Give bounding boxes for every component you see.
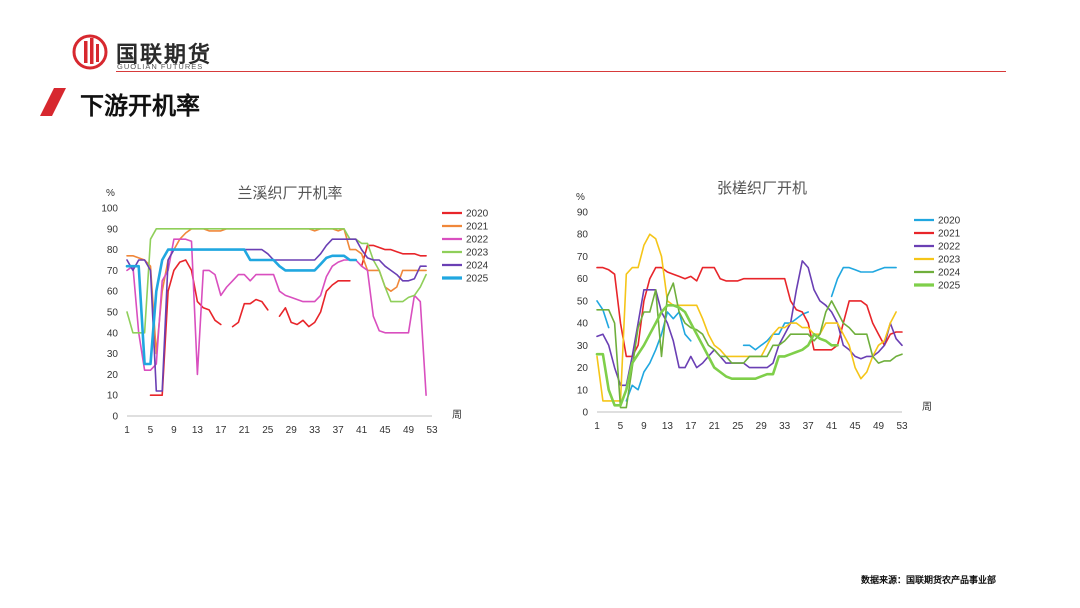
y-tick-label: 10 bbox=[577, 385, 589, 396]
x-tick-label: 17 bbox=[215, 425, 227, 436]
title-accent-mark bbox=[40, 88, 66, 116]
y-tick-label: 90 bbox=[107, 224, 119, 235]
y-tick-label: 90 bbox=[577, 208, 589, 219]
series-line-2023 bbox=[596, 233, 897, 402]
x-tick-label: 21 bbox=[709, 421, 721, 432]
y-tick-label: 50 bbox=[577, 296, 589, 307]
x-axis-label: 周 bbox=[452, 409, 462, 421]
y-tick-label: 60 bbox=[107, 287, 119, 298]
x-tick-label: 29 bbox=[286, 425, 298, 436]
x-tick-label: 37 bbox=[333, 425, 345, 436]
series-line-2022 bbox=[596, 260, 903, 387]
brand-name-en: GUOLIAN FUTURES bbox=[117, 62, 204, 71]
x-tick-label: 45 bbox=[380, 425, 392, 436]
header-divider bbox=[116, 71, 1006, 72]
legend-label-2023: 2023 bbox=[466, 248, 489, 259]
data-source-note: 数据来源：国联期货农产品事业部 bbox=[860, 576, 996, 586]
x-tick-label: 9 bbox=[641, 421, 647, 432]
header: 国联期货 GUOLIAN FUTURES 下游开机率 bbox=[0, 0, 1080, 120]
legend-label-2023: 2023 bbox=[938, 255, 961, 266]
series-line-2022 bbox=[126, 238, 427, 396]
x-tick-label: 25 bbox=[262, 425, 274, 436]
series-line-2025 bbox=[125, 248, 358, 366]
x-tick-label: 41 bbox=[826, 421, 838, 432]
legend-label-2020: 2020 bbox=[938, 216, 961, 227]
guolian-logo bbox=[72, 34, 108, 70]
chart-title: 兰溪织厂开机率 bbox=[237, 184, 342, 202]
x-tick-label: 37 bbox=[803, 421, 815, 432]
series-line-2021 bbox=[596, 266, 903, 358]
y-tick-label: 30 bbox=[577, 341, 589, 352]
y-axis-unit-label: % bbox=[106, 188, 115, 199]
x-tick-label: 45 bbox=[850, 421, 862, 432]
x-tick-label: 1 bbox=[124, 425, 130, 436]
x-tick-label: 41 bbox=[356, 425, 368, 436]
legend-label-2020: 2020 bbox=[466, 209, 489, 220]
y-tick-label: 70 bbox=[107, 266, 119, 277]
x-tick-label: 21 bbox=[239, 425, 251, 436]
legend-label-2022: 2022 bbox=[466, 235, 489, 246]
chart-title: 张槎织厂开机 bbox=[717, 179, 807, 197]
y-tick-label: 20 bbox=[577, 363, 589, 374]
y-tick-label: 40 bbox=[107, 328, 119, 339]
legend-label-2022: 2022 bbox=[938, 242, 961, 253]
x-tick-label: 33 bbox=[779, 421, 791, 432]
legend-label-2021: 2021 bbox=[938, 229, 961, 240]
series-line-2020 bbox=[149, 244, 427, 396]
zhangcha-chart: 张槎织厂开机% 0 10 20 30 40 50 60 70 80 90 1 5 9 13 17 21 25 29 3… bbox=[576, 179, 961, 432]
x-tick-label: 49 bbox=[403, 425, 415, 436]
y-tick-label: 0 bbox=[112, 412, 118, 423]
x-tick-label: 13 bbox=[192, 425, 204, 436]
x-tick-label: 29 bbox=[756, 421, 768, 432]
x-tick-label: 5 bbox=[148, 425, 154, 436]
x-tick-label: 1 bbox=[594, 421, 600, 432]
y-tick-label: 0 bbox=[582, 408, 588, 419]
x-tick-label: 5 bbox=[618, 421, 624, 432]
y-tick-label: 70 bbox=[577, 252, 589, 263]
y-tick-label: 80 bbox=[107, 245, 119, 256]
x-tick-label: 49 bbox=[873, 421, 885, 432]
y-tick-label: 10 bbox=[107, 391, 119, 402]
y-tick-label: 30 bbox=[107, 349, 119, 360]
page-title: 下游开机率 bbox=[80, 92, 200, 120]
y-tick-label: 20 bbox=[107, 370, 119, 381]
y-tick-label: 80 bbox=[577, 230, 589, 241]
y-tick-label: 50 bbox=[107, 308, 119, 319]
legend-label-2025: 2025 bbox=[466, 274, 489, 285]
series-line-2020 bbox=[596, 266, 897, 402]
series-line-2024 bbox=[596, 282, 903, 409]
brand-name-cn: 国联期货 bbox=[116, 43, 213, 68]
legend-label-2024: 2024 bbox=[466, 261, 489, 272]
x-axis-label: 周 bbox=[922, 401, 932, 413]
series-line-2023 bbox=[126, 228, 427, 334]
x-tick-label: 53 bbox=[896, 421, 908, 432]
x-tick-label: 25 bbox=[732, 421, 744, 432]
legend-label-2025: 2025 bbox=[938, 281, 961, 292]
y-tick-label: 100 bbox=[101, 204, 118, 215]
x-tick-label: 53 bbox=[426, 425, 438, 436]
legend-label-2021: 2021 bbox=[466, 222, 489, 233]
series-line-2025 bbox=[595, 304, 839, 407]
x-tick-label: 17 bbox=[685, 421, 697, 432]
legend-label-2024: 2024 bbox=[938, 268, 961, 279]
y-tick-label: 60 bbox=[577, 274, 589, 285]
x-tick-label: 13 bbox=[662, 421, 674, 432]
y-axis-unit-label: % bbox=[576, 192, 585, 203]
x-tick-label: 33 bbox=[309, 425, 321, 436]
x-tick-label: 9 bbox=[171, 425, 177, 436]
lanxi-chart: 兰溪织厂开机率% 0 10 20 30 40 50 60 70 80 90 100 1 5 9 13 17 21 2… bbox=[101, 184, 489, 436]
y-tick-label: 40 bbox=[577, 319, 589, 330]
